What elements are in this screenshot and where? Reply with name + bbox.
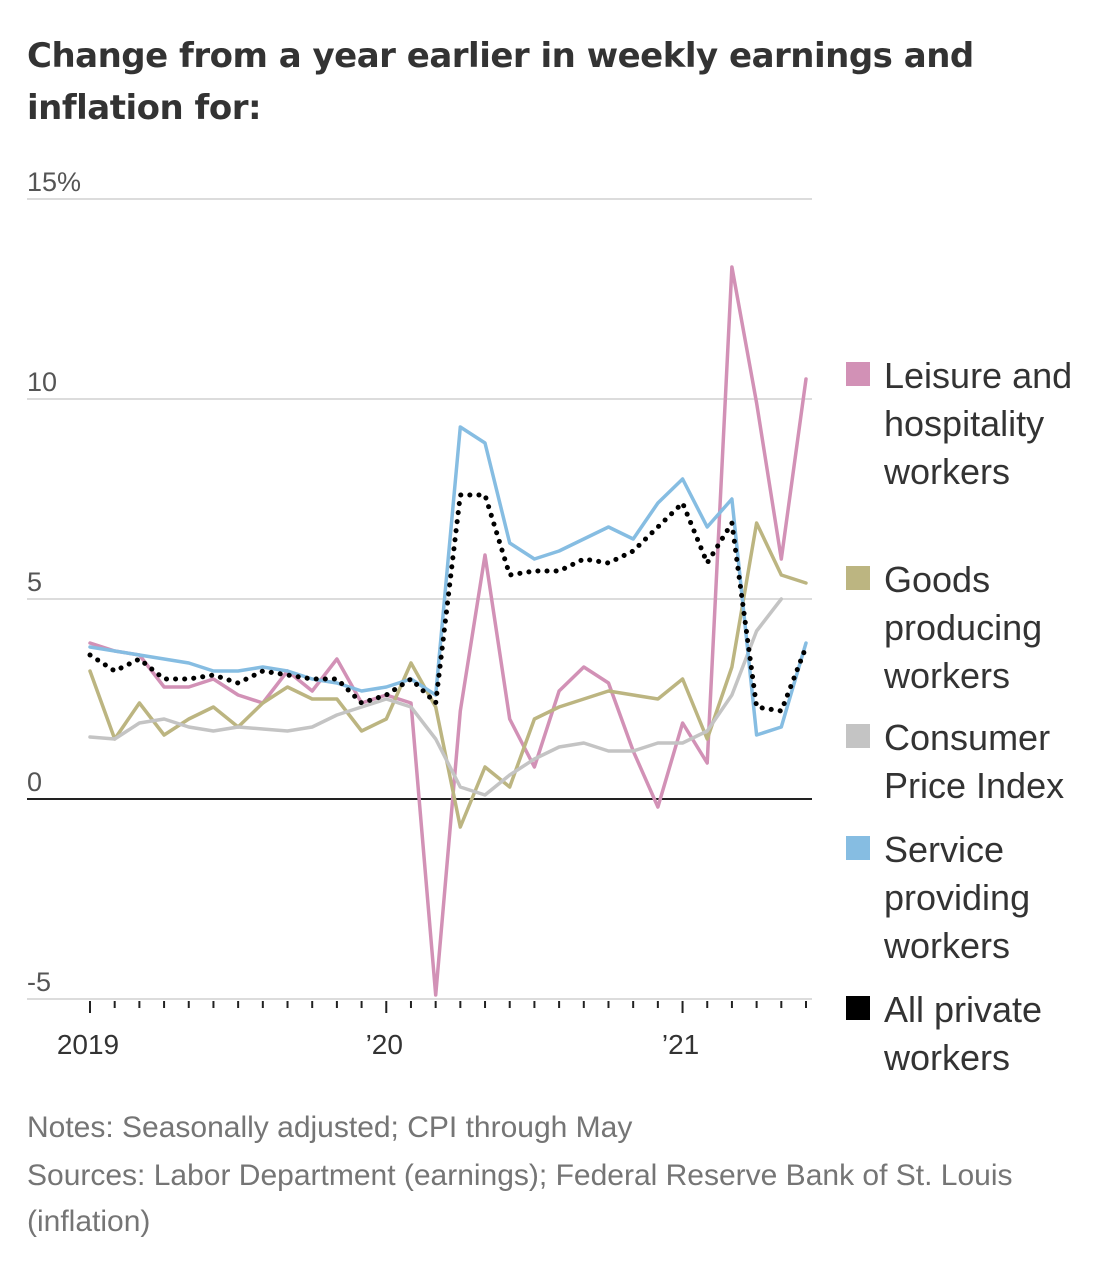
y-tick-label: 10 bbox=[27, 367, 57, 397]
x-axis: 2019 ’20 ’21 bbox=[57, 1001, 807, 1060]
legend-label-cpi: Consumer Price Index bbox=[884, 717, 1065, 806]
gridlines bbox=[27, 198, 812, 1000]
series-line-1 bbox=[88, 521, 808, 829]
legend-swatch-leisure bbox=[846, 362, 870, 386]
y-tick-label: 0 bbox=[27, 767, 42, 797]
legend-swatch-all-private bbox=[846, 996, 870, 1020]
x-tick-label: 2019 bbox=[57, 1029, 119, 1060]
series-lines bbox=[87, 265, 809, 997]
legend-label-goods: Goods producing workers bbox=[884, 559, 1043, 696]
y-tick-label: 15% bbox=[27, 167, 81, 197]
x-tick-label: ’20 bbox=[366, 1029, 403, 1060]
y-axis: 15% 10 5 0 -5 bbox=[27, 167, 81, 997]
legend-label-all-private: All private workers bbox=[884, 989, 1043, 1078]
legend-label-leisure: Leisure and hospitality workers bbox=[884, 355, 1073, 492]
legend-swatch-cpi bbox=[846, 724, 870, 748]
series-line-4 bbox=[87, 492, 809, 714]
legend-label-service: Service providing workers bbox=[884, 829, 1031, 966]
x-tick-label: ’21 bbox=[662, 1029, 699, 1060]
notes: Notes: Seasonally adjusted; CPI through … bbox=[27, 1111, 633, 1144]
legend-swatch-service bbox=[846, 836, 870, 860]
series-line-2 bbox=[88, 597, 784, 797]
series-line-3 bbox=[88, 425, 808, 737]
y-tick-label: 5 bbox=[27, 567, 42, 597]
y-tick-label: -5 bbox=[27, 967, 51, 997]
series-line-0 bbox=[88, 265, 808, 997]
chart-title: Change from a year earlier in weekly ear… bbox=[27, 36, 974, 128]
sources: Sources: Labor Department (earnings); Fe… bbox=[27, 1159, 1013, 1238]
legend-swatch-goods bbox=[846, 566, 870, 590]
